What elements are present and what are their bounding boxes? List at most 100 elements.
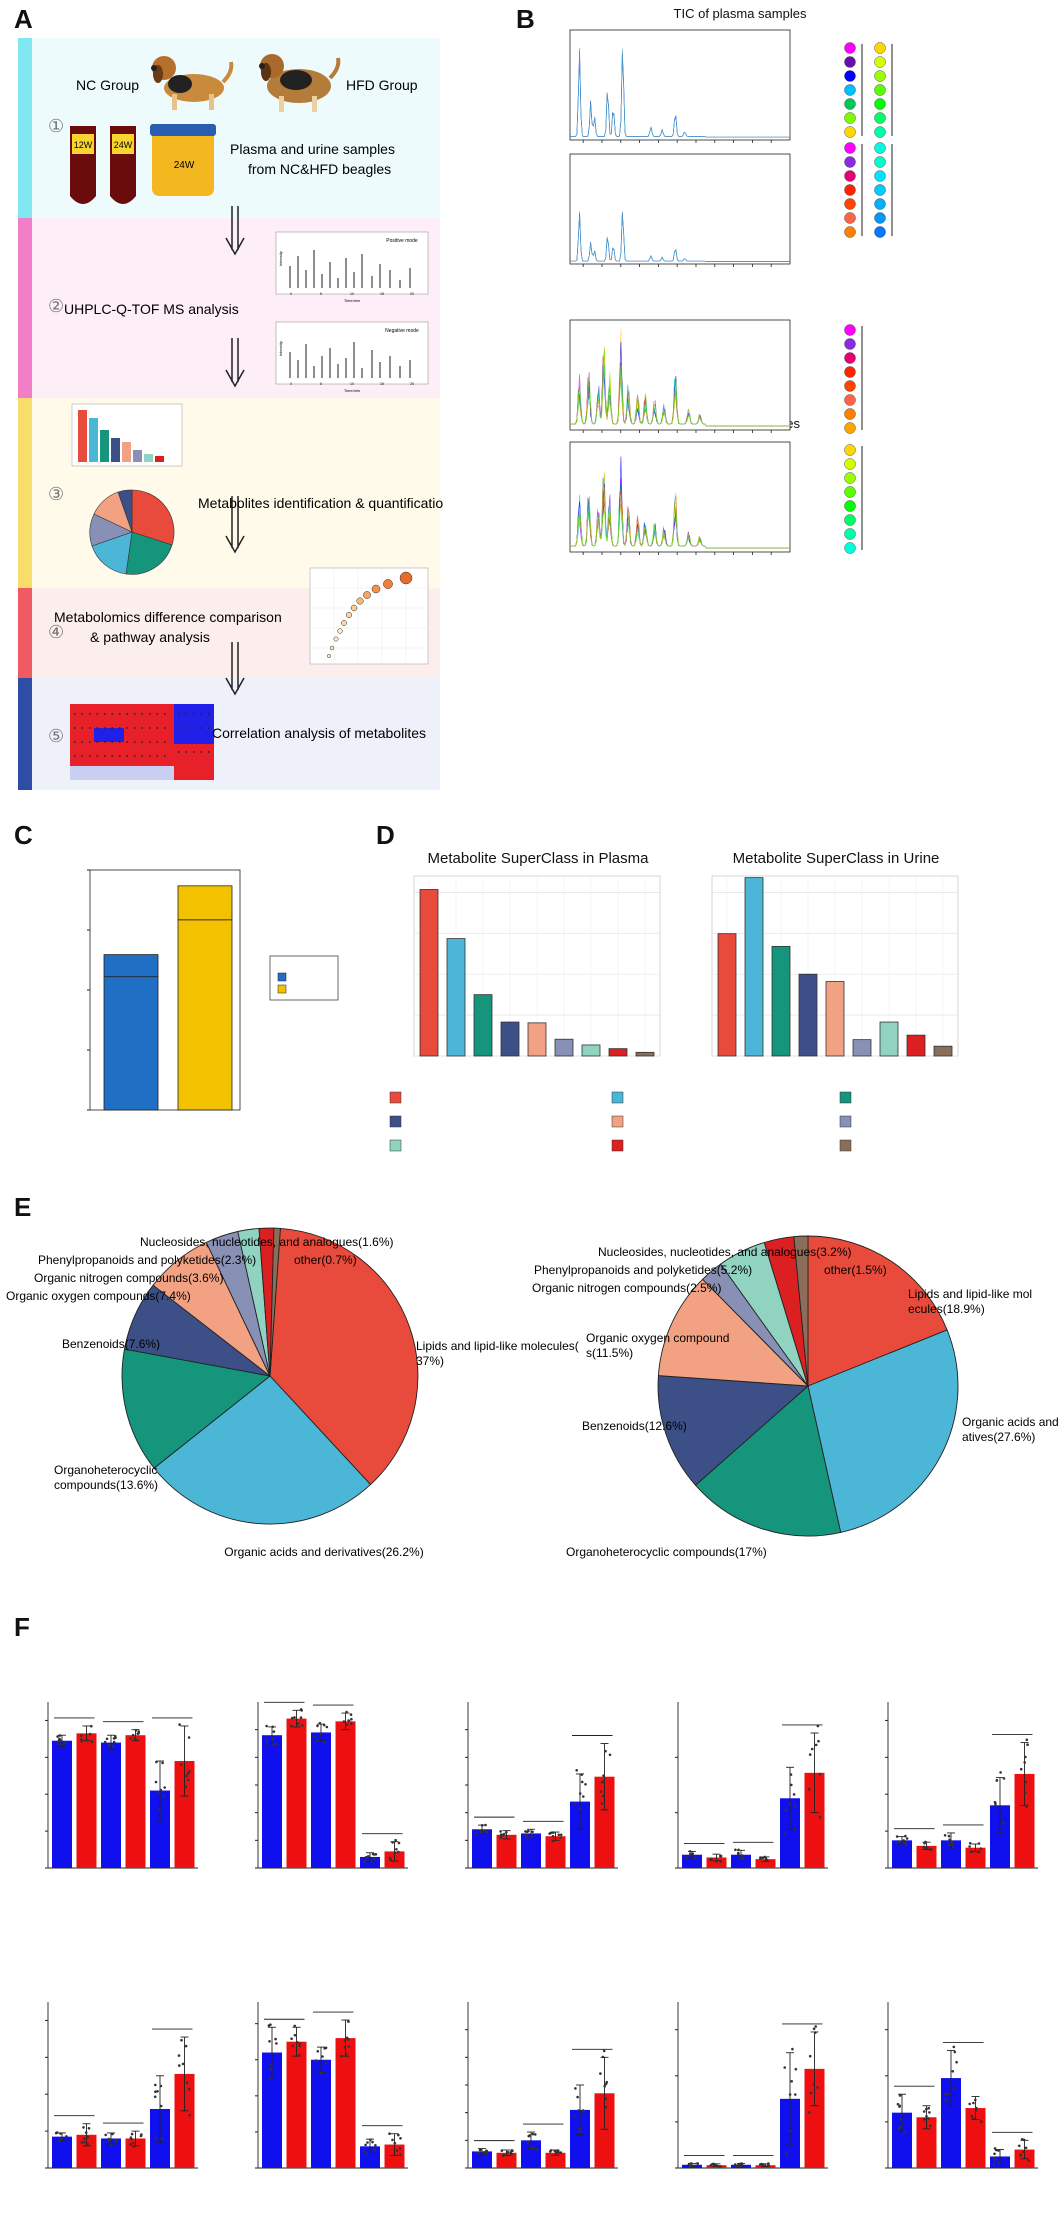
step-number-2: ② bbox=[48, 296, 64, 316]
intensity-bar bbox=[521, 2140, 541, 2168]
data-point bbox=[602, 2049, 606, 2053]
data-point bbox=[758, 2163, 762, 2166]
data-point bbox=[1022, 2150, 1025, 2154]
legend-dot-nc12 bbox=[874, 56, 886, 68]
svg-text:20: 20 bbox=[410, 382, 414, 386]
data-point bbox=[905, 1837, 909, 1840]
data-point bbox=[321, 2055, 324, 2058]
down-arrow-icon bbox=[225, 206, 245, 256]
data-point bbox=[83, 2137, 86, 2141]
data-point bbox=[365, 2153, 368, 2156]
panel-label-e: E bbox=[14, 1192, 32, 1222]
data-point bbox=[952, 2086, 956, 2090]
superclass-bar bbox=[744, 877, 764, 1057]
intensity-bar bbox=[76, 1733, 97, 1868]
data-point bbox=[578, 2130, 582, 2134]
intensity-bar bbox=[472, 1829, 492, 1868]
data-point bbox=[299, 1716, 303, 1719]
legend-dot-nc24-urine bbox=[844, 486, 856, 498]
superclass-bar bbox=[771, 945, 791, 1057]
step-bar-2 bbox=[18, 218, 32, 398]
data-point bbox=[814, 1743, 818, 1747]
step-bar-3 bbox=[18, 398, 32, 588]
data-point bbox=[694, 1856, 697, 1860]
pie-label: Organic nitrogen compounds(2.5%) bbox=[532, 1281, 721, 1295]
data-point bbox=[737, 2163, 740, 2167]
data-point bbox=[946, 2093, 949, 2096]
data-point bbox=[399, 2153, 402, 2156]
data-point bbox=[925, 2107, 928, 2111]
svg-text:5: 5 bbox=[320, 292, 322, 296]
superclass-bar bbox=[933, 1045, 953, 1057]
data-point bbox=[922, 1845, 926, 1849]
data-point bbox=[500, 2149, 504, 2152]
data-point bbox=[484, 1823, 487, 1827]
data-point bbox=[395, 2149, 399, 2152]
plot-frame bbox=[569, 319, 791, 431]
data-point bbox=[293, 1716, 296, 1719]
data-point bbox=[791, 2047, 794, 2051]
data-point bbox=[265, 1724, 268, 1728]
data-point bbox=[159, 1788, 163, 1792]
data-point bbox=[1025, 1805, 1028, 1809]
intensity-bar bbox=[335, 2038, 356, 2168]
pie-label: Organic nitrogen compounds(3.6%) bbox=[34, 1271, 223, 1285]
data-point bbox=[1025, 1738, 1029, 1742]
data-point bbox=[903, 1841, 906, 1845]
panel-label-c: C bbox=[14, 820, 33, 850]
intensity-bar bbox=[755, 1859, 776, 1868]
data-point bbox=[578, 1807, 582, 1811]
difference-label-line1: Metabolomics difference comparison bbox=[54, 609, 282, 625]
superclass-bar bbox=[554, 1038, 574, 1057]
data-point bbox=[154, 2083, 157, 2087]
data-point bbox=[535, 2148, 539, 2151]
legend-dot-nc12 bbox=[874, 42, 886, 54]
data-point bbox=[506, 2150, 510, 2154]
data-point bbox=[602, 1774, 605, 1777]
data-point bbox=[350, 1717, 353, 1721]
data-point bbox=[180, 2038, 183, 2042]
data-point bbox=[155, 1760, 158, 1764]
down-arrow-icon bbox=[225, 338, 245, 388]
data-point bbox=[480, 1824, 484, 1827]
legend-dot-nc24 bbox=[874, 212, 886, 224]
urine-jar-icon bbox=[150, 124, 216, 196]
data-point bbox=[137, 1731, 140, 1735]
pie-slice bbox=[121, 1348, 272, 1469]
pie-slice bbox=[657, 1375, 810, 1486]
data-point bbox=[1020, 2138, 1024, 2141]
data-point bbox=[525, 1830, 529, 1834]
data-point bbox=[343, 2046, 347, 2049]
data-point bbox=[530, 2146, 533, 2149]
data-point bbox=[689, 1853, 692, 1857]
data-point bbox=[112, 1737, 116, 1740]
intensity-bar bbox=[990, 1805, 1010, 1868]
data-point bbox=[129, 2143, 132, 2146]
intensity-subplot-1 bbox=[255, 1701, 408, 1869]
data-point bbox=[719, 1854, 722, 1858]
intensity-subplot-8 bbox=[675, 2002, 828, 2169]
samples-label-line1: Plasma and urine samples bbox=[230, 141, 395, 157]
mini-pie-chart-icon bbox=[89, 489, 175, 575]
data-point bbox=[86, 2135, 89, 2139]
intensity-subplot-6 bbox=[255, 2002, 408, 2169]
tic-plot-2 bbox=[569, 319, 791, 433]
data-point bbox=[549, 2149, 553, 2152]
data-point bbox=[737, 1851, 740, 1855]
legend-dot-hfd12 bbox=[844, 70, 856, 82]
data-point bbox=[902, 1839, 906, 1842]
data-point bbox=[316, 1724, 319, 1728]
data-point bbox=[814, 2031, 817, 2034]
panel-label-a: A bbox=[14, 4, 33, 34]
data-point bbox=[486, 1831, 489, 1835]
data-point bbox=[103, 1740, 107, 1744]
data-point bbox=[898, 2094, 902, 2097]
data-point bbox=[485, 2149, 489, 2153]
intensity-bar bbox=[335, 1721, 356, 1868]
data-point bbox=[713, 2163, 717, 2167]
tube-12w-label: 12W bbox=[74, 140, 93, 150]
data-point bbox=[65, 2135, 68, 2138]
legend-dot-nc24 bbox=[874, 156, 886, 168]
data-point bbox=[970, 1850, 974, 1854]
superclass-bar bbox=[500, 1021, 520, 1057]
